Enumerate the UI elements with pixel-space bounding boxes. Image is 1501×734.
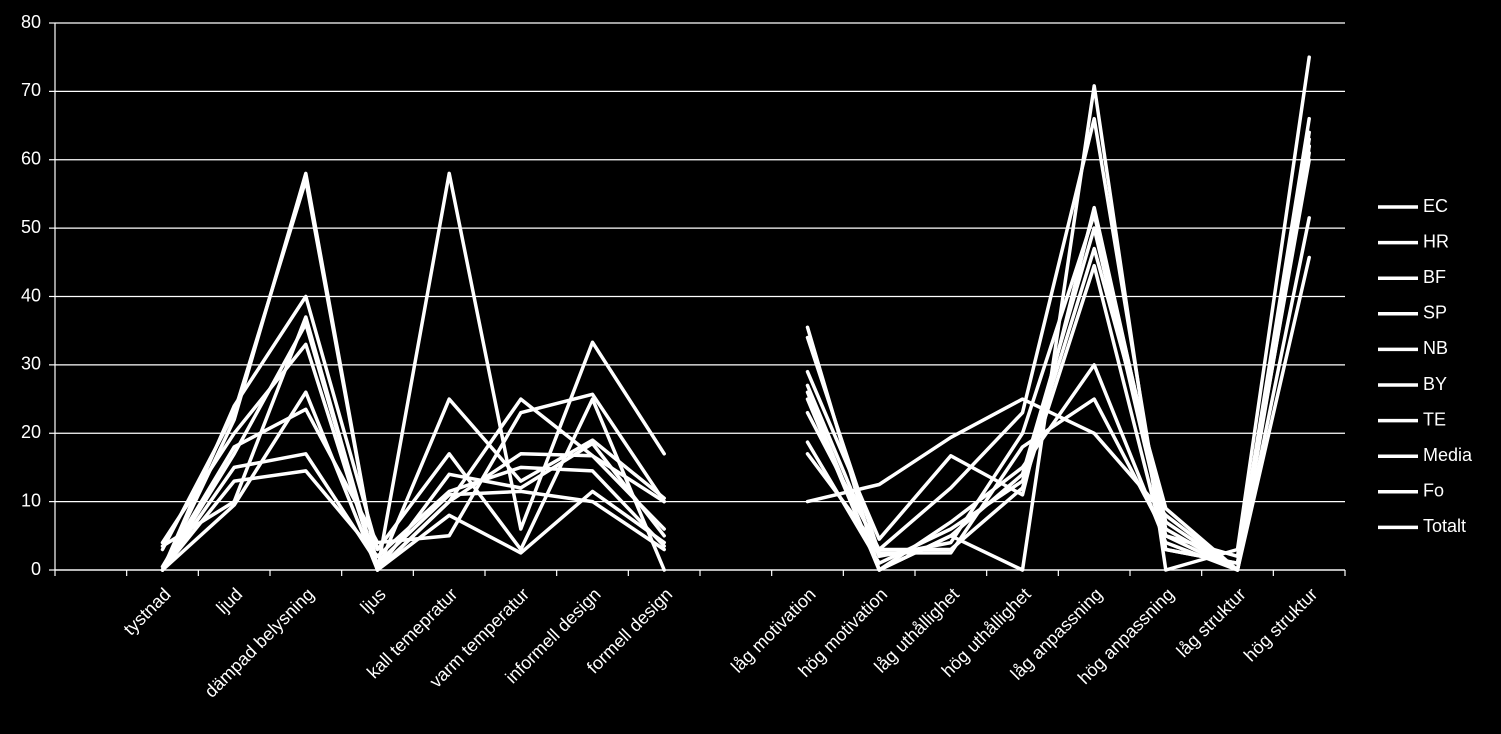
legend-label: BF xyxy=(1423,267,1446,287)
y-tick-label: 10 xyxy=(21,490,41,510)
x-tick-label: hög struktur xyxy=(1240,584,1321,665)
x-tick-label: ljud xyxy=(212,584,246,618)
y-tick-label: 60 xyxy=(21,149,41,169)
legend-label: EC xyxy=(1423,196,1448,216)
legend-label: Media xyxy=(1423,445,1473,465)
y-tick-label: 80 xyxy=(21,12,41,32)
legend-label: BY xyxy=(1423,374,1447,394)
series-line xyxy=(160,205,1311,572)
x-tick-label: ljus xyxy=(356,584,389,617)
y-tick-label: 0 xyxy=(31,559,41,579)
y-tick-label: 20 xyxy=(21,422,41,442)
series-line xyxy=(160,151,1311,572)
x-tick-label: tystnad xyxy=(119,584,174,639)
series-line xyxy=(160,144,1311,572)
y-tick-label: 50 xyxy=(21,217,41,237)
series-line xyxy=(160,55,1311,572)
legend-label: NB xyxy=(1423,338,1448,358)
y-tick-label: 70 xyxy=(21,80,41,100)
legend-label: Fo xyxy=(1423,481,1444,501)
y-tick-label: 30 xyxy=(21,354,41,374)
x-tick-label: låg struktur xyxy=(1173,584,1250,661)
y-tick-label: 40 xyxy=(21,285,41,305)
legend-label: TE xyxy=(1423,409,1446,429)
legend-label: Totalt xyxy=(1423,516,1466,536)
legend-label: SP xyxy=(1423,303,1447,323)
legend-label: HR xyxy=(1423,231,1449,251)
